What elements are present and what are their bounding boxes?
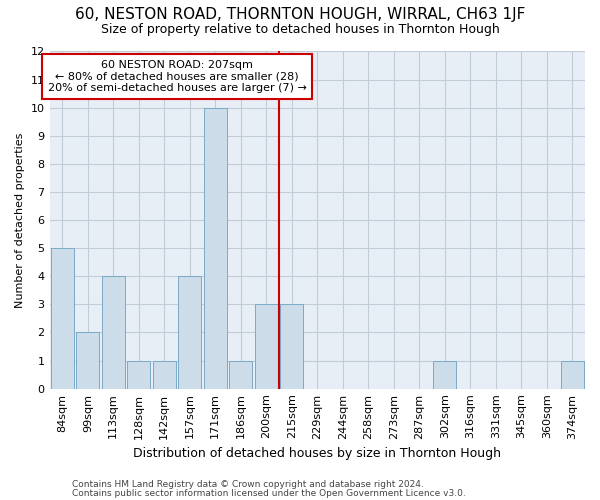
Text: Contains HM Land Registry data © Crown copyright and database right 2024.: Contains HM Land Registry data © Crown c… [72,480,424,489]
Bar [561,360,584,388]
X-axis label: Distribution of detached houses by size in Thornton Hough: Distribution of detached houses by size … [133,447,501,460]
Bar [229,360,252,388]
Bar [153,360,176,388]
Bar [51,248,74,388]
Y-axis label: Number of detached properties: Number of detached properties [15,132,25,308]
Text: Size of property relative to detached houses in Thornton Hough: Size of property relative to detached ho… [101,22,499,36]
Bar [102,276,125,388]
Bar [280,304,303,388]
Bar [204,108,227,388]
Bar [178,276,201,388]
Text: 60 NESTON ROAD: 207sqm
← 80% of detached houses are smaller (28)
20% of semi-det: 60 NESTON ROAD: 207sqm ← 80% of detached… [47,60,307,93]
Text: 60, NESTON ROAD, THORNTON HOUGH, WIRRAL, CH63 1JF: 60, NESTON ROAD, THORNTON HOUGH, WIRRAL,… [75,8,525,22]
Bar [76,332,99,388]
Bar [127,360,150,388]
Bar [433,360,456,388]
Text: Contains public sector information licensed under the Open Government Licence v3: Contains public sector information licen… [72,488,466,498]
Bar [255,304,278,388]
